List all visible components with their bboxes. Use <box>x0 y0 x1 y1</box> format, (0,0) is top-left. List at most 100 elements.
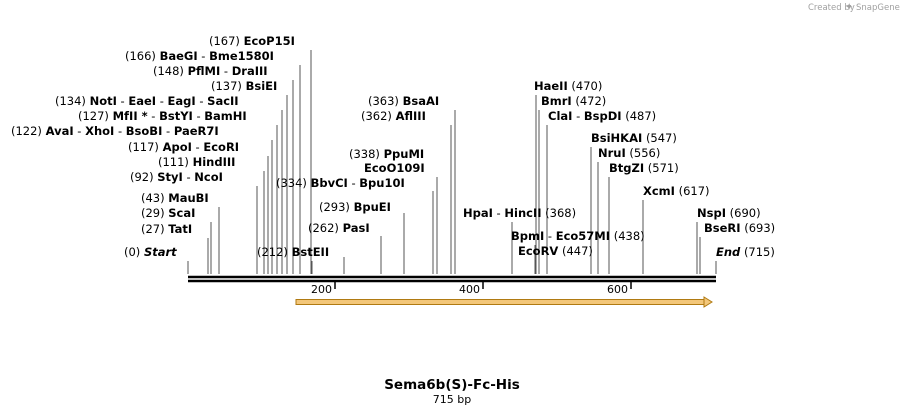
site-position: (447) <box>562 244 593 258</box>
name-separator: - <box>114 124 125 138</box>
site-label[interactable]: (334) BbvCI - Bpu10I <box>276 176 405 190</box>
enzyme-name: DraIII <box>232 64 268 78</box>
site-label[interactable]: (27) TatI <box>141 222 192 236</box>
enzyme-name: BspDI <box>584 109 622 123</box>
name-separator: - <box>192 140 203 154</box>
enzyme-name: NspI <box>697 206 726 220</box>
name-separator: - <box>117 94 128 108</box>
enzyme-name: EagI <box>168 94 196 108</box>
site-label[interactable]: NspI (690) <box>697 206 761 220</box>
site-label[interactable]: (363) BsaAI <box>368 94 439 108</box>
enzyme-name: NruI <box>598 146 626 160</box>
site-position: (334) <box>276 176 307 190</box>
site-label[interactable]: XcmI (617) <box>643 184 710 198</box>
map-title: Sema6b(S)-Fc-His <box>384 377 520 393</box>
name-separator: - <box>220 64 231 78</box>
site-label[interactable]: (127) MfII * - BstYI - BamHI <box>78 109 247 123</box>
feature-arrow-body[interactable] <box>295 299 705 305</box>
site-label[interactable]: EcoO109I <box>364 161 425 175</box>
site-label[interactable]: BsiHKAI (547) <box>591 131 677 145</box>
name-separator: - <box>183 170 194 184</box>
enzyme-name: BstEII <box>292 245 330 259</box>
site-label[interactable]: (166) BaeGI - Bme1580I <box>125 49 274 63</box>
site-label[interactable]: (122) AvaI - XhoI - BsoBI - PaeR7I <box>11 124 219 138</box>
snapgene-watermark: Created by ✦ SnapGene <box>808 2 900 13</box>
site-label[interactable]: (111) HindIII <box>158 155 235 169</box>
site-label[interactable]: (148) PflMI - DraIII <box>153 64 268 78</box>
watermark-product: SnapGene <box>856 3 900 13</box>
site-label[interactable]: (117) ApoI - EcoRI <box>128 140 239 154</box>
enzyme-name: Eco57MI <box>556 229 610 243</box>
enzyme-name: TatI <box>168 222 192 236</box>
enzyme-name: Bpu10I <box>359 176 404 190</box>
enzyme-name: BbvCI <box>311 176 348 190</box>
name-separator: - <box>156 94 167 108</box>
enzyme-name: End <box>716 245 741 259</box>
enzyme-name: EaeI <box>128 94 156 108</box>
tick-label-600: 600 <box>607 283 628 296</box>
site-label[interactable]: (262) PasI <box>308 221 370 235</box>
site-label[interactable]: (43) MauBI <box>141 191 209 205</box>
enzyme-name: NotI <box>90 94 117 108</box>
site-label[interactable]: (137) BsiEI <box>211 79 277 93</box>
leader-lines <box>187 50 717 274</box>
enzyme-name: EcoRI <box>203 140 239 154</box>
enzyme-name: BamHI <box>204 109 246 123</box>
site-position: (571) <box>648 161 679 175</box>
site-position: (547) <box>646 131 677 145</box>
site-position: (556) <box>629 146 660 160</box>
site-position: (368) <box>545 206 576 220</box>
site-label[interactable]: ClaI - BspDI (487) <box>548 109 656 123</box>
site-label[interactable]: BseRI (693) <box>704 221 775 235</box>
site-position: (27) <box>141 222 165 236</box>
site-label[interactable]: (362) AflIII <box>361 109 426 123</box>
site-label[interactable]: BtgZI (571) <box>609 161 679 175</box>
site-label[interactable]: (29) ScaI <box>141 206 195 220</box>
feature-arrow-head[interactable] <box>703 296 713 308</box>
site-label[interactable]: NruI (556) <box>598 146 660 160</box>
site-label[interactable]: HpaI - HincII (368) <box>463 206 576 220</box>
name-separator: - <box>348 176 359 190</box>
site-position: (293) <box>319 200 350 214</box>
enzyme-name: HaeII <box>534 79 568 93</box>
enzyme-name: PflMI <box>188 64 221 78</box>
site-position: (166) <box>125 49 156 63</box>
site-position: (167) <box>209 34 240 48</box>
sequence-backbone <box>188 275 716 283</box>
site-label[interactable]: (212) BstEII <box>257 245 329 259</box>
name-separator: - <box>572 109 583 123</box>
site-position: (363) <box>368 94 399 108</box>
enzyme-name: HindIII <box>193 155 236 169</box>
site-label[interactable]: (92) StyI - NcoI <box>130 170 223 184</box>
site-position: (693) <box>744 221 775 235</box>
site-label[interactable]: End (715) <box>716 245 775 259</box>
site-label[interactable]: (293) BpuEI <box>319 200 391 214</box>
name-separator: - <box>198 49 209 63</box>
site-label[interactable]: (167) EcoP15I <box>209 34 295 48</box>
site-position: (262) <box>308 221 339 235</box>
site-label[interactable]: (0) Start <box>124 245 177 259</box>
site-position: (338) <box>349 147 380 161</box>
enzyme-name: BpuEI <box>354 200 391 214</box>
site-label[interactable]: EcoRV (447) <box>518 244 593 258</box>
site-label[interactable]: BpmI - Eco57MI (438) <box>511 229 645 243</box>
enzyme-name: BstYI <box>159 109 193 123</box>
enzyme-name: ApoI <box>163 140 192 154</box>
enzyme-name: XhoI <box>85 124 114 138</box>
enzyme-name: AflIII <box>396 109 426 123</box>
name-separator: - <box>162 124 173 138</box>
enzyme-name: ClaI <box>548 109 572 123</box>
enzyme-name: PpuMI <box>384 147 425 161</box>
enzyme-name: MauBI <box>168 191 208 205</box>
site-position: (617) <box>679 184 710 198</box>
site-label[interactable]: (338) PpuMI <box>349 147 424 161</box>
enzyme-name: PaeR7I <box>174 124 219 138</box>
name-separator: - <box>193 109 204 123</box>
site-label[interactable]: (134) NotI - EaeI - EagI - SacII <box>55 94 239 108</box>
restriction-site-labels: (0) Start (27) TatI (29) ScaI(43) MauBI (92… <box>11 34 775 259</box>
site-label[interactable]: BmrI (472) <box>541 94 606 108</box>
feature-arrow[interactable] <box>295 296 713 308</box>
site-position: (470) <box>571 79 602 93</box>
site-position: (111) <box>158 155 189 169</box>
site-label[interactable]: HaeII (470) <box>534 79 602 93</box>
